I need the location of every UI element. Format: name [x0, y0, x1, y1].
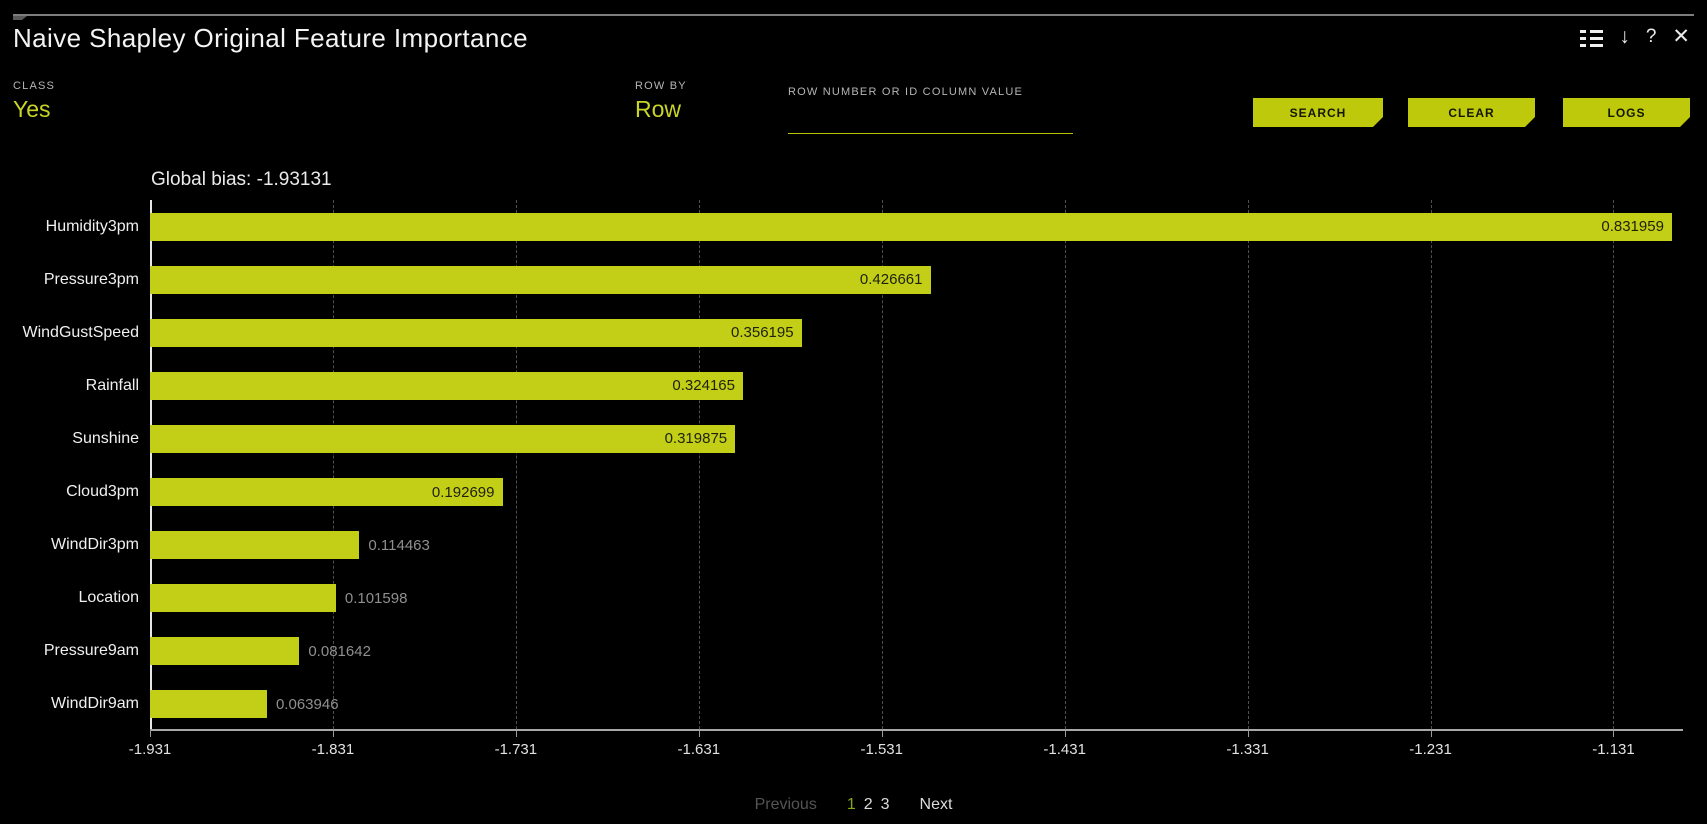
feature-row: WindDir9am 0.063946: [51, 678, 1683, 731]
x-tick-mark: [698, 729, 700, 737]
class-label: CLASS: [13, 80, 56, 92]
feature-row: Pressure3pm 0.426661: [44, 253, 1683, 306]
gridline: [332, 200, 334, 729]
feature-row: Humidity3pm 0.831959: [46, 200, 1683, 253]
feature-bar: [150, 531, 360, 560]
x-tick-mark: [515, 729, 517, 737]
y-axis-line: [150, 200, 152, 729]
x-tick-mark: [1064, 729, 1066, 737]
x-tick-mark: [150, 729, 151, 737]
feature-bar: [150, 690, 267, 719]
row-number-input-group: ROW NUMBER OR ID COLUMN VALUE: [788, 82, 1073, 134]
feature-value: 0.356195: [731, 324, 794, 342]
feature-bar: [150, 637, 300, 666]
pagination-previous[interactable]: Previous: [754, 796, 817, 813]
feature-value: 0.081642: [308, 642, 371, 660]
feature-bar: 0.356195: [150, 318, 802, 347]
download-icon[interactable]: ↓: [1619, 25, 1630, 48]
gridline: [881, 200, 883, 729]
gridline: [1613, 200, 1615, 729]
x-tick-label: -1.331: [1226, 741, 1269, 758]
feature-row: Pressure9am 0.081642: [44, 625, 1683, 678]
clear-button[interactable]: CLEAR: [1408, 98, 1535, 127]
gridline: [1064, 200, 1066, 729]
x-tick-label: -1.231: [1409, 741, 1452, 758]
feature-bar: 0.426661: [150, 265, 931, 294]
gridline: [698, 200, 700, 729]
row-by-value[interactable]: Row: [635, 96, 682, 122]
gridline: [515, 200, 517, 729]
x-tick-mark: [332, 729, 334, 737]
feature-row: Cloud3pm 0.192699: [66, 465, 1683, 518]
feature-row: Location 0.101598: [79, 572, 1683, 625]
feature-row: WindGustSpeed 0.356195: [22, 306, 1683, 359]
x-tick-label: -1.931: [128, 741, 172, 758]
page-title: Naive Shapley Original Feature Importanc…: [13, 23, 528, 53]
x-tick-mark: [1613, 729, 1615, 737]
feature-label: WindDir3pm: [50, 536, 139, 554]
gridline: [1247, 200, 1249, 729]
x-tick-label: -1.431: [1043, 741, 1086, 758]
x-tick-mark: [1247, 729, 1249, 737]
feature-row: Rainfall 0.324165: [86, 359, 1683, 412]
x-tick-label: -1.131: [1592, 741, 1635, 758]
chart-options-list-icon[interactable]: [1580, 28, 1604, 47]
pagination-page-1[interactable]: 1: [846, 796, 856, 813]
gridline: [1430, 200, 1432, 729]
feature-value: 0.114463: [368, 536, 430, 554]
feature-label: Pressure9am: [43, 642, 139, 660]
feature-label: Cloud3pm: [66, 483, 139, 501]
x-tick-label: -1.631: [677, 741, 721, 758]
feature-row: Sunshine 0.319875: [72, 412, 1683, 465]
feature-value: 0.324165: [672, 377, 735, 395]
feature-label: WindDir9am: [50, 695, 139, 713]
feature-value: 0.426661: [859, 271, 923, 289]
pagination-next[interactable]: Next: [919, 796, 953, 813]
feature-bar: 0.192699: [150, 478, 503, 507]
feature-bar: 0.319875: [150, 424, 736, 453]
feature-bar: 0.324165: [150, 371, 743, 400]
feature-value: 0.319875: [664, 430, 728, 448]
panel-top-tab: [13, 16, 27, 20]
feature-value: 0.192699: [431, 483, 495, 501]
window-toolbar: ↓ ? ✕: [1580, 26, 1690, 48]
pagination-pages: 1 2 3: [847, 796, 890, 814]
close-icon[interactable]: ✕: [1672, 25, 1690, 48]
x-tick-label: -1.831: [311, 741, 355, 758]
feature-label: Sunshine: [72, 429, 139, 447]
feature-bar: [150, 584, 336, 613]
feature-label: WindGustSpeed: [22, 323, 139, 341]
feature-value: 0.063946: [275, 695, 339, 713]
feature-value: 0.831959: [1601, 218, 1664, 236]
class-value[interactable]: Yes: [13, 96, 51, 122]
panel-top-border: [13, 14, 1694, 16]
feature-value: 0.101598: [344, 589, 408, 607]
pagination-page-3[interactable]: 3: [880, 796, 890, 813]
pagination-page-2[interactable]: 2: [863, 796, 873, 813]
row-number-input[interactable]: [788, 112, 1073, 134]
row-by-label: ROW BY: [635, 80, 687, 92]
plot-area: Humidity3pm 0.831959 Pressure3pm 0.426661 Wi…: [22, 200, 1683, 737]
logs-button[interactable]: LOGS: [1563, 98, 1690, 127]
global-bias-title: Global bias: -1.93131: [151, 169, 332, 190]
pagination: Previous 1 2 3 Next: [0, 796, 1707, 814]
x-tick-mark: [881, 729, 883, 737]
row-by-selector: ROW BY Row: [635, 80, 687, 123]
feature-label: Rainfall: [85, 376, 139, 394]
search-button[interactable]: SEARCH: [1253, 98, 1383, 127]
class-selector: CLASS Yes: [13, 80, 55, 123]
x-axis-labels: -1.931 -1.831 -1.731 -1.631 -1.531 -1.431 -1.3…: [129, 741, 1683, 761]
x-tick-label: -1.531: [860, 741, 904, 758]
feature-row: WindDir3pm 0.114463: [51, 519, 1683, 572]
feature-label: Humidity3pm: [45, 217, 139, 235]
help-icon[interactable]: ?: [1645, 26, 1657, 47]
feature-label: Location: [78, 589, 140, 607]
row-number-input-label: ROW NUMBER OR ID COLUMN VALUE: [788, 86, 1024, 98]
feature-bar: 0.831959: [150, 212, 1672, 241]
x-tick-mark: [1430, 729, 1432, 737]
x-tick-label: -1.731: [494, 741, 538, 758]
feature-label: Pressure3pm: [43, 270, 139, 288]
